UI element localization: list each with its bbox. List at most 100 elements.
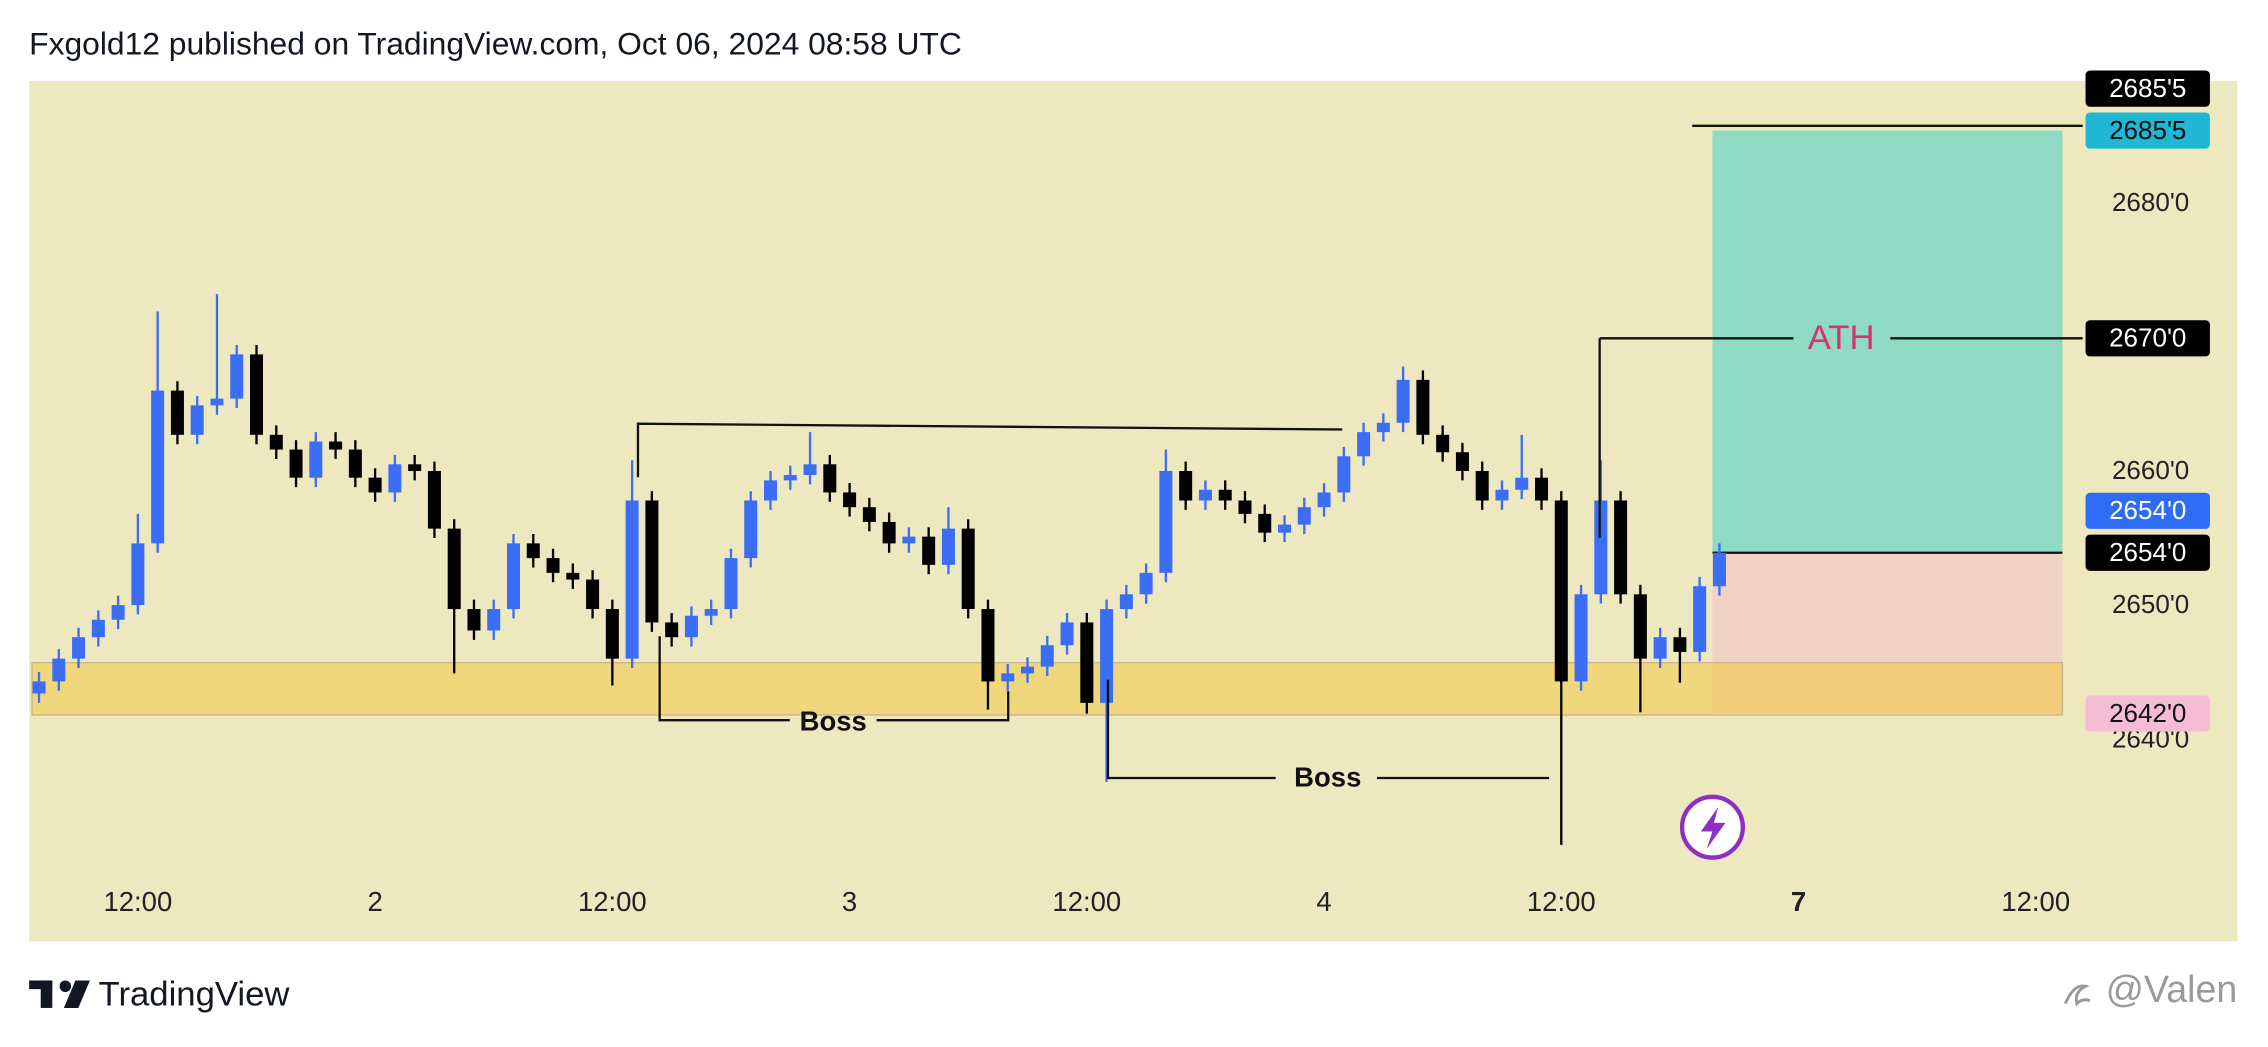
- candle-body: [1337, 456, 1351, 493]
- candles: [32, 294, 1726, 845]
- candle-body: [684, 615, 698, 638]
- candle-body: [91, 619, 105, 638]
- alert-bolt: [1700, 806, 1726, 849]
- candle-body: [586, 579, 600, 610]
- price-label-box: [2085, 320, 2210, 357]
- profit-zone: [1712, 130, 2063, 553]
- x-tick-label: 7: [1791, 886, 1806, 917]
- candle-body: [1712, 552, 1726, 587]
- price-label-box: [2085, 695, 2210, 732]
- candle-body: [902, 536, 916, 544]
- candle-body: [1614, 500, 1628, 595]
- candle-body: [981, 609, 995, 682]
- candle-body: [1317, 492, 1331, 508]
- price-label: 2685'5: [2109, 115, 2186, 145]
- candle-body: [1080, 622, 1094, 703]
- candle-body: [922, 536, 936, 565]
- candle-body: [783, 475, 797, 481]
- candle-body: [1218, 489, 1232, 501]
- candle-body: [526, 543, 540, 559]
- y-tick-label: 2650'0: [2112, 589, 2189, 619]
- candle-body: [665, 622, 679, 638]
- candle-body: [1594, 500, 1608, 595]
- price-label-box: [2085, 492, 2210, 529]
- price-label: 2642'0: [2109, 698, 2186, 728]
- candle-body: [506, 543, 521, 610]
- candle-body: [862, 507, 876, 522]
- x-tick-label: 2: [367, 886, 382, 917]
- candle-body: [724, 558, 738, 610]
- y-tick-label: 2680'0: [2112, 187, 2189, 217]
- candle-body: [1633, 594, 1647, 659]
- x-tick-label: 4: [1316, 886, 1331, 917]
- candle-body: [72, 637, 86, 659]
- candle-body: [803, 464, 817, 476]
- logo-part: [29, 980, 53, 990]
- candle-body: [645, 500, 659, 623]
- candle-body: [230, 354, 244, 399]
- candle-body: [348, 449, 362, 478]
- candle-body: [1040, 645, 1054, 667]
- y-tick-label: 2660'0: [2112, 455, 2189, 485]
- price-label: 2685'5: [2109, 73, 2186, 103]
- price-label-box: [2085, 70, 2210, 107]
- candle-body: [1179, 470, 1193, 501]
- candle-body: [388, 464, 402, 493]
- brand-name: TradingView: [99, 976, 291, 1014]
- candle-body: [764, 480, 778, 501]
- candle-body: [1198, 489, 1212, 501]
- candle-body: [1693, 586, 1707, 652]
- x-tick-label: 12:00: [104, 886, 173, 917]
- candle-body: [882, 521, 896, 544]
- candle-body: [427, 470, 441, 529]
- candle-body: [625, 500, 639, 659]
- candle-body: [447, 528, 461, 610]
- candle-body: [1021, 666, 1035, 674]
- candle-body: [1139, 572, 1153, 595]
- header-title: Fxgold12 published on TradingView.com, O…: [29, 26, 962, 62]
- candle-body: [170, 390, 184, 435]
- candle-body: [1119, 594, 1133, 610]
- candle-body: [467, 609, 481, 631]
- annotation: Boss: [800, 705, 867, 736]
- candle-body: [52, 658, 66, 682]
- candle-body: [1159, 470, 1173, 573]
- drawings: [636, 124, 2083, 780]
- candle-body: [1673, 637, 1687, 652]
- candle-body: [1376, 422, 1390, 433]
- candle-body: [487, 609, 501, 631]
- x-tick-label: 12:00: [1052, 886, 1121, 917]
- candle-body: [941, 528, 955, 565]
- price-label: 2670'0: [2109, 323, 2186, 353]
- candle-body: [1297, 507, 1311, 525]
- x-tick-label: 3: [842, 886, 857, 917]
- candle-body: [1278, 524, 1292, 533]
- watermark-icon: [2063, 984, 2091, 1007]
- alert-icon[interactable]: [1679, 794, 1745, 860]
- candle-body: [1238, 500, 1252, 514]
- candle-body: [151, 390, 165, 544]
- ath-line: ATH: [1598, 319, 2083, 538]
- logo-part: [40, 980, 53, 1008]
- boss-line: [876, 691, 1010, 722]
- candle-body: [249, 354, 264, 435]
- candle-body: [1455, 452, 1469, 471]
- boss-line: [1106, 679, 1276, 780]
- annotation: Boss: [1294, 762, 1361, 793]
- candle-body: [961, 528, 975, 610]
- price-label-box: [2085, 112, 2210, 149]
- candle-body: [1515, 477, 1529, 490]
- candle-body: [1416, 379, 1430, 435]
- x-tick-label: 12:00: [2001, 886, 2070, 917]
- price-label: 2654'0: [2109, 537, 2186, 567]
- candle-body: [1436, 434, 1450, 453]
- boss-line: [658, 636, 790, 722]
- candle-body: [704, 609, 718, 616]
- candle-body: [289, 449, 303, 478]
- candle-body: [546, 558, 560, 573]
- candle-body: [1653, 637, 1667, 659]
- candle-body: [1001, 673, 1015, 682]
